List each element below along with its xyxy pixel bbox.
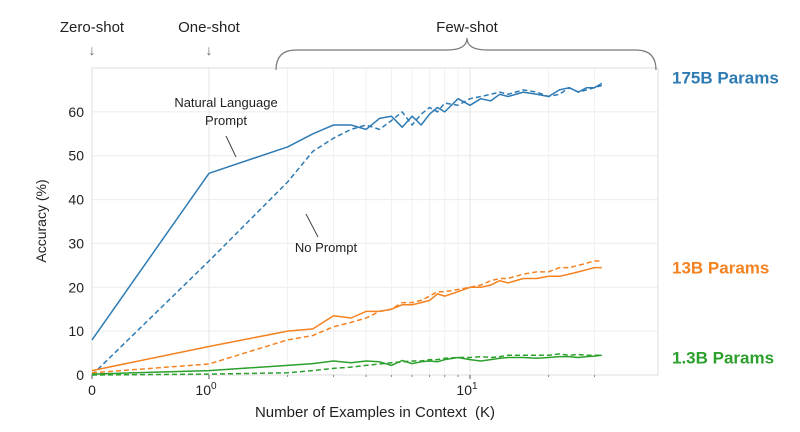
y-tick-label: 50 <box>68 148 84 164</box>
y-tick-label: 60 <box>68 104 84 120</box>
y-tick-label: 30 <box>68 235 84 251</box>
no-prompt-annotation: No Prompt <box>295 240 358 255</box>
x-tick-label: 0 <box>88 382 96 398</box>
x-tick-label: 100 <box>195 381 217 398</box>
x-ticks: 0 100 101 <box>88 375 596 398</box>
plot-frame <box>91 67 659 376</box>
y-tick-label: 40 <box>68 192 84 208</box>
zero-shot-label: Zero-shot <box>60 19 125 36</box>
series-label-1_3B: 1.3B Params <box>672 348 774 367</box>
no-prompt-pointer <box>305 213 319 238</box>
series-line-175B-no_prompt <box>91 84 603 376</box>
series-lines <box>91 82 603 376</box>
series-line-175B-natural_language <box>91 82 603 341</box>
natural-language-pointer <box>225 135 237 158</box>
series-line-1_3B-no_prompt <box>91 353 602 376</box>
y-tick-label: 0 <box>76 367 84 383</box>
natural-language-annotation-line2: Prompt <box>205 113 247 128</box>
x-axis-label: Number of Examples in Context (K) <box>255 404 495 421</box>
series-label-175B: 175B Params <box>672 68 779 87</box>
y-ticks: 0 10 20 30 40 50 60 <box>68 104 84 383</box>
natural-language-annotation: Natural Language <box>174 95 277 110</box>
one-shot-arrow-icon: ↓ <box>206 42 213 58</box>
y-axis-label: Accuracy (%) <box>33 179 49 262</box>
one-shot-label: One-shot <box>178 19 241 36</box>
x-tick-label: 101 <box>456 381 478 398</box>
grid <box>92 68 658 375</box>
y-tick-label: 10 <box>68 323 84 339</box>
few-shot-brace-icon <box>275 37 657 71</box>
few-shot-label: Few-shot <box>436 19 499 36</box>
series-line-13B-natural_language <box>91 266 602 372</box>
series-labels: 175B Params 13B Params 1.3B Params <box>672 68 779 367</box>
zero-shot-arrow-icon: ↓ <box>89 42 96 58</box>
series-line-13B-no_prompt <box>91 260 602 374</box>
series-label-13B: 13B Params <box>672 259 769 278</box>
series-line-1_3B-natural_language <box>91 354 602 375</box>
y-tick-label: 20 <box>68 279 84 295</box>
